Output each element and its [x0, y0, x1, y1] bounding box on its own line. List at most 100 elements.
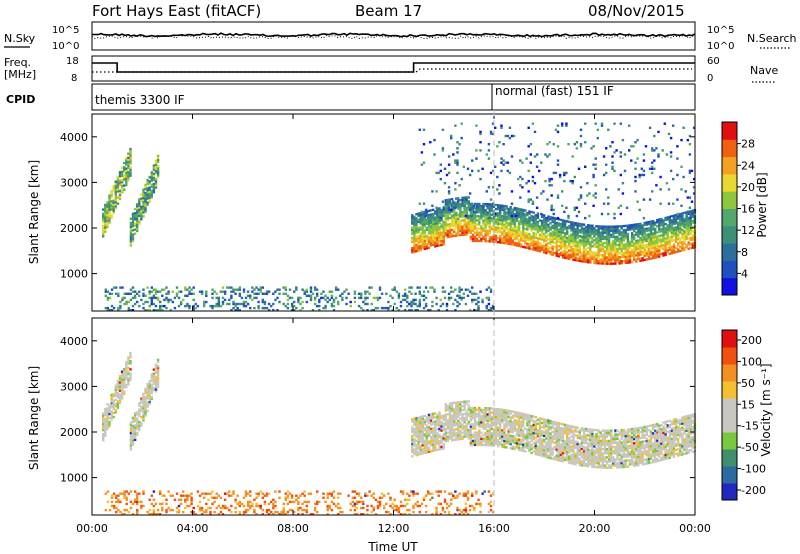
echo-cell	[161, 288, 164, 291]
echo-cell	[515, 244, 519, 247]
echo-cell	[651, 256, 655, 260]
echo-cell	[434, 424, 437, 427]
echo-cell	[129, 170, 132, 173]
echo-cell	[515, 423, 519, 426]
velocity-echoes	[102, 351, 697, 516]
echo-cell	[532, 415, 535, 418]
echo-cell	[469, 441, 473, 445]
echo-cell	[453, 224, 456, 227]
echo-cell	[517, 432, 521, 435]
echo-cell	[112, 403, 115, 406]
echo-cell	[450, 404, 454, 407]
echo-cell	[530, 243, 533, 247]
echo-cell	[577, 167, 581, 170]
echo-cell	[626, 255, 630, 258]
echo-cell	[563, 256, 567, 259]
echo-cell	[515, 229, 519, 233]
echo-cell	[616, 231, 619, 234]
echo-cell	[501, 233, 504, 236]
echo-cell	[647, 257, 651, 261]
echo-cell	[509, 238, 512, 242]
echo-cell	[205, 300, 208, 304]
echo-cell	[651, 167, 654, 170]
echo-cell	[138, 218, 141, 222]
echo-cell	[670, 237, 674, 241]
echo-cell	[419, 452, 422, 456]
echo-cell	[499, 443, 502, 446]
echo-cell	[494, 236, 498, 239]
echo-cell	[448, 227, 452, 230]
echo-cell	[461, 198, 464, 202]
echo-cell	[517, 428, 521, 431]
echo-cell	[522, 429, 525, 432]
echo-cell	[140, 218, 143, 221]
echo-cell	[626, 224, 630, 227]
echo-cell	[591, 251, 594, 254]
echo-cell	[387, 309, 390, 312]
echo-cell	[468, 309, 472, 312]
echo-cell	[589, 259, 592, 262]
echo-cell	[481, 167, 484, 170]
echo-cell	[473, 412, 477, 416]
echo-cell	[455, 432, 458, 435]
echo-cell	[106, 217, 109, 220]
echo-cell	[528, 422, 531, 425]
echo-cell	[491, 122, 495, 125]
echo-cell	[411, 451, 414, 454]
echo-cell	[624, 253, 627, 256]
echo-cell	[413, 225, 416, 229]
echo-cell	[524, 209, 527, 212]
echo-cell	[450, 210, 454, 213]
echo-cell	[611, 161, 614, 164]
echo-cell	[515, 442, 519, 445]
echo-cell	[687, 241, 690, 244]
echo-cell	[507, 236, 510, 239]
echo-cell	[152, 294, 156, 297]
echo-cell	[561, 243, 565, 247]
echo-cell	[276, 309, 279, 312]
echo-cell	[339, 294, 342, 297]
echo-cell	[455, 213, 458, 217]
echo-cell	[543, 236, 546, 240]
echo-cell	[536, 239, 540, 242]
echo-cell	[582, 246, 586, 249]
echo-cell	[123, 380, 126, 383]
echo-cell	[456, 171, 459, 175]
echo-cell	[102, 224, 105, 228]
echo-cell	[593, 255, 596, 258]
echo-cell	[425, 236, 429, 240]
echo-cell	[559, 228, 563, 232]
echo-cell	[413, 429, 416, 433]
echo-cell	[643, 246, 646, 249]
echo-cell	[499, 204, 502, 207]
echo-cell	[499, 214, 502, 217]
echo-cell	[486, 240, 489, 243]
echo-cell	[553, 441, 556, 444]
echo-cell	[138, 210, 141, 213]
echo-cell	[676, 157, 679, 160]
echo-cell	[525, 157, 528, 160]
echo-cell	[102, 439, 105, 442]
echo-cell	[467, 431, 470, 434]
echo-cell	[630, 236, 634, 239]
echo-cell	[643, 223, 646, 227]
echo-cell	[465, 427, 468, 430]
echo-cell	[469, 419, 473, 422]
echo-cell	[463, 427, 466, 430]
echo-cell	[496, 414, 500, 417]
echo-cell	[429, 141, 432, 144]
echo-cell	[508, 171, 512, 175]
echo-cell	[522, 212, 525, 216]
echo-cell	[118, 401, 122, 405]
echo-cell	[660, 242, 663, 245]
echo-cell	[251, 286, 254, 289]
echo-cell	[486, 413, 489, 416]
echo-cell	[397, 292, 401, 295]
echo-cell	[129, 158, 132, 161]
echo-cell	[521, 186, 524, 189]
echo-cell	[419, 448, 422, 452]
echo-cell	[610, 246, 613, 249]
echo-cell	[584, 236, 588, 239]
echo-cell	[553, 435, 556, 438]
echo-cell	[547, 248, 550, 251]
